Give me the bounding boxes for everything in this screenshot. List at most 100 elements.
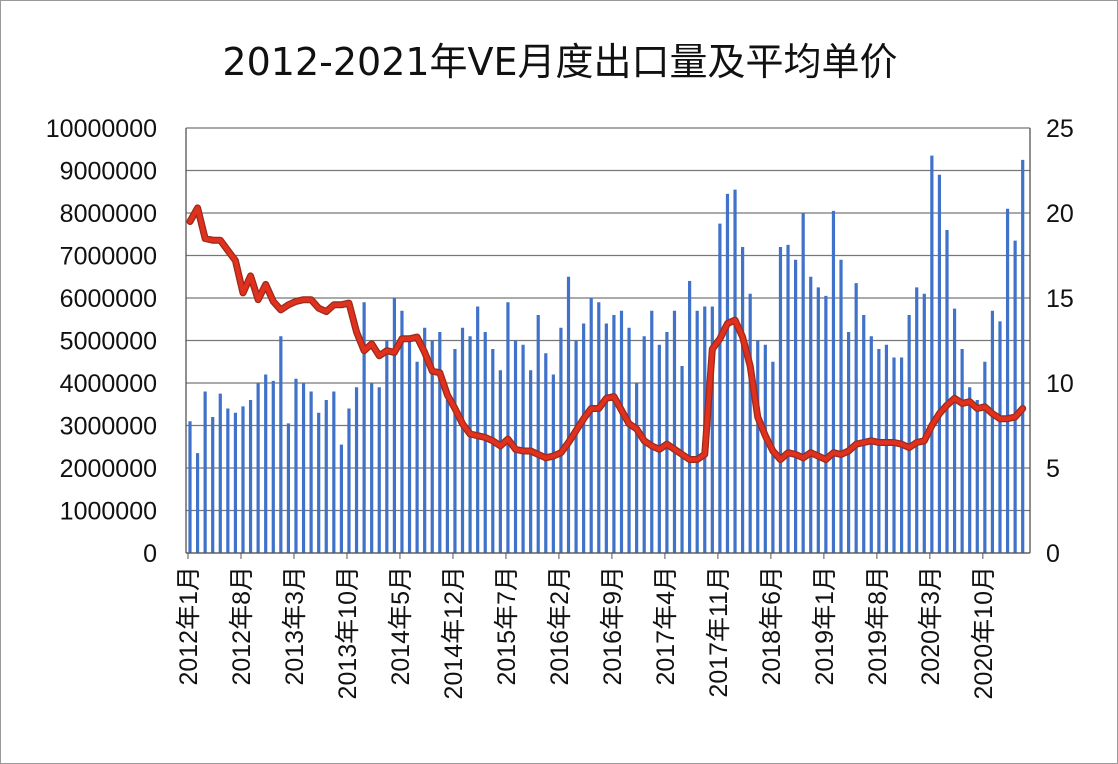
bar — [491, 349, 495, 553]
bar — [453, 349, 457, 553]
bar — [952, 308, 957, 553]
chart-title: 2012-2021年VE月度出口量及平均单价 — [222, 40, 898, 84]
y-tick-label: 6000000 — [60, 285, 157, 313]
y-tick-label: 7000000 — [60, 243, 157, 271]
bar — [256, 383, 260, 553]
bar — [438, 332, 442, 553]
x-tick-label: 2019年1月 — [811, 566, 839, 686]
y2-tick-label: 25 — [1046, 115, 1074, 143]
bar — [884, 344, 889, 553]
bar — [877, 349, 881, 553]
bar — [930, 155, 934, 553]
bar — [415, 361, 419, 553]
bar — [672, 310, 677, 553]
bar — [566, 276, 571, 553]
bar — [915, 287, 919, 553]
y-tick-label: 9000000 — [60, 158, 157, 186]
bar — [1005, 208, 1010, 553]
x-tick-label: 2015年7月 — [493, 566, 521, 686]
bar — [1013, 240, 1017, 553]
bar — [635, 383, 639, 553]
bar — [529, 370, 533, 553]
bar — [831, 210, 836, 553]
bar — [218, 393, 222, 553]
bar — [922, 293, 926, 553]
bar — [279, 336, 283, 553]
bar — [264, 374, 268, 553]
x-tick-label: 2020年3月 — [917, 566, 945, 686]
bar — [710, 306, 714, 553]
bar — [771, 361, 775, 553]
bar — [794, 259, 798, 553]
y-tick-label: 1000000 — [60, 498, 157, 526]
bar — [892, 357, 896, 553]
bar — [786, 244, 790, 553]
bar — [476, 306, 480, 553]
bar — [407, 340, 412, 553]
bar — [589, 298, 593, 553]
bar — [778, 247, 783, 553]
bar — [195, 453, 200, 553]
bar — [839, 259, 843, 553]
bar — [869, 336, 873, 553]
bar — [468, 336, 472, 553]
bar — [725, 193, 730, 553]
y2-tick-label: 5 — [1046, 455, 1060, 483]
bar — [582, 323, 586, 553]
bar — [816, 287, 820, 553]
bar — [430, 340, 434, 553]
bar — [445, 400, 449, 553]
bar — [809, 276, 813, 553]
bar — [748, 293, 752, 553]
bar — [854, 283, 858, 553]
bar — [846, 332, 851, 553]
bar — [998, 321, 1002, 553]
bar — [226, 408, 230, 553]
bar — [211, 417, 215, 553]
x-tick-label: 2012年1月 — [175, 566, 203, 686]
y2-tick-label: 20 — [1046, 200, 1074, 228]
bar — [536, 315, 540, 553]
bar — [294, 378, 298, 553]
x-tick-label: 2013年3月 — [281, 566, 309, 686]
bar — [460, 327, 465, 553]
bar — [309, 391, 313, 553]
bar — [271, 380, 275, 553]
y-tick-label: 5000000 — [60, 328, 157, 356]
bar — [983, 361, 987, 553]
y2-tick-label: 15 — [1046, 285, 1074, 313]
y-tick-label: 2000000 — [60, 455, 157, 483]
bar — [248, 400, 253, 553]
y-tick-label: 8000000 — [60, 200, 157, 228]
bar — [203, 391, 207, 553]
bar — [286, 423, 291, 553]
bar — [506, 302, 510, 553]
bar — [400, 310, 404, 553]
bar — [990, 310, 995, 553]
bar — [968, 387, 972, 553]
bar — [763, 344, 767, 553]
bar — [317, 412, 321, 553]
bar — [551, 374, 555, 553]
bar — [741, 247, 745, 553]
bar — [188, 421, 192, 553]
y-tick-label: 0 — [143, 540, 157, 568]
bar — [597, 302, 601, 553]
bar — [483, 332, 487, 553]
x-tick-label: 2014年12月 — [440, 566, 468, 699]
bar — [241, 406, 245, 553]
bar — [559, 327, 563, 553]
bar — [801, 213, 805, 553]
x-tick-label: 2020年10月 — [970, 566, 998, 699]
bar — [347, 408, 351, 553]
bar — [233, 412, 238, 553]
bar — [899, 357, 904, 553]
bar — [975, 400, 979, 553]
bar — [332, 391, 336, 553]
bar — [824, 295, 828, 553]
bar — [498, 370, 502, 553]
bar — [370, 383, 374, 553]
bar — [619, 310, 624, 553]
